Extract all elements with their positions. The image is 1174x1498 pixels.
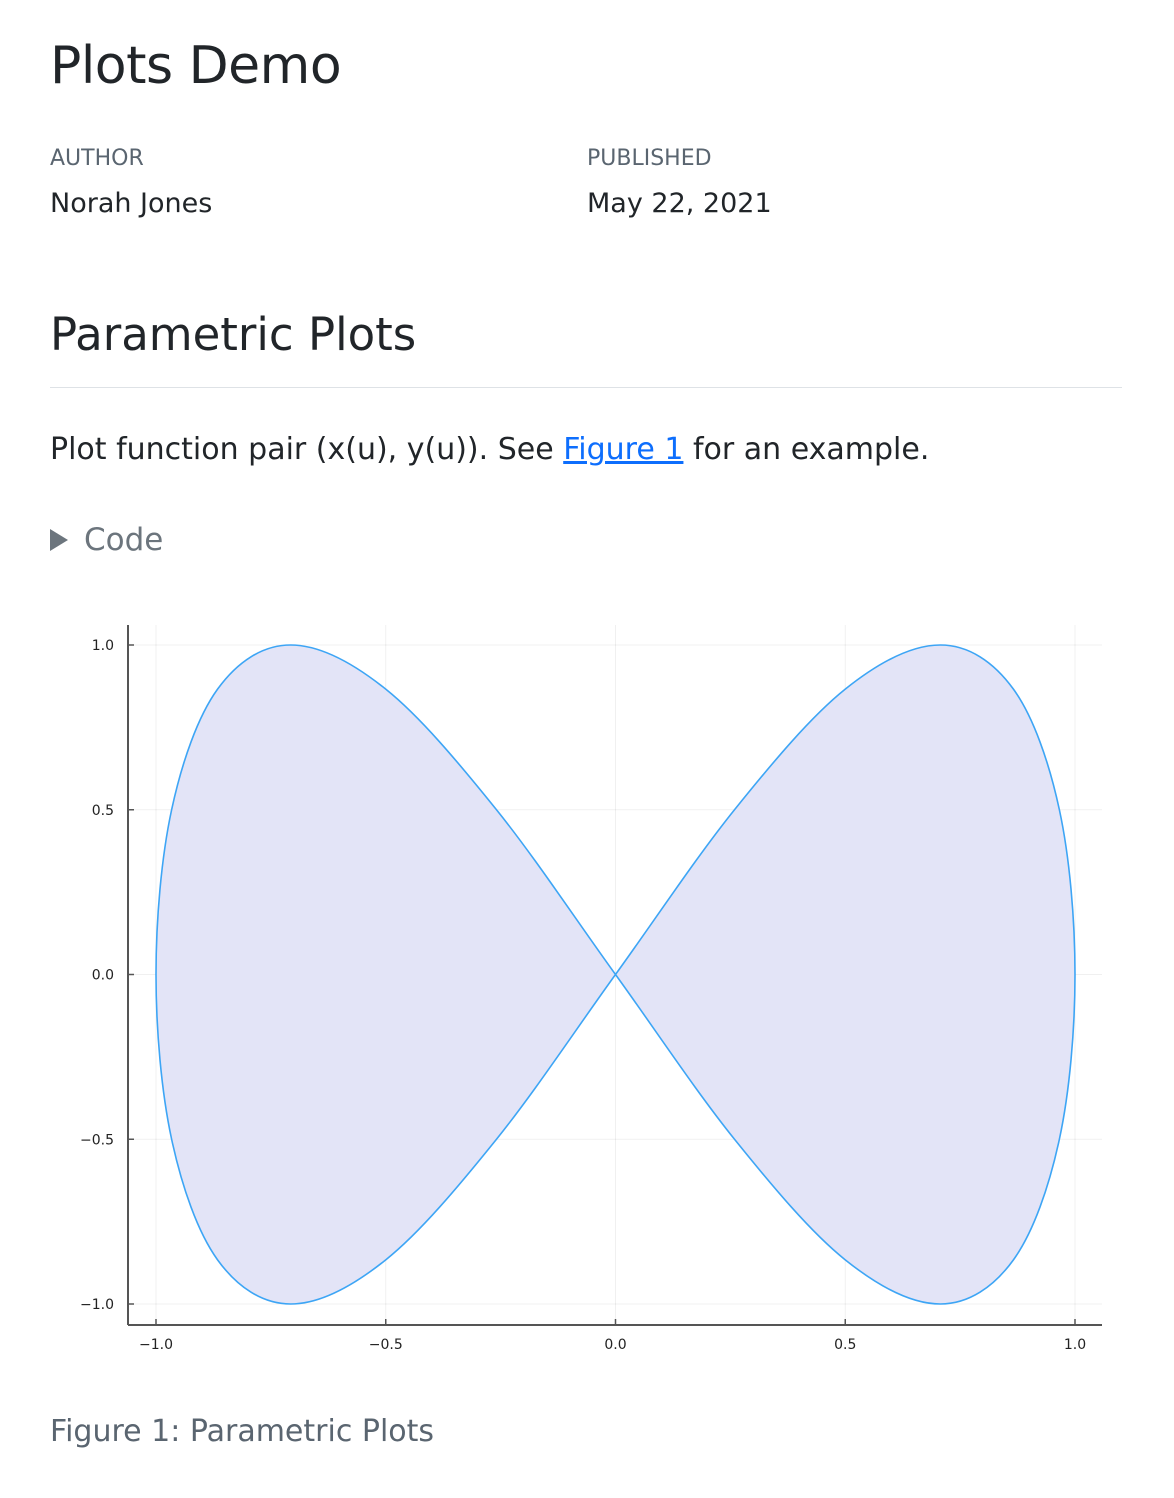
paragraph: Plot function pair (x(u), y(u)). See Fig…	[50, 432, 929, 467]
section-heading: Parametric Plots	[50, 308, 417, 361]
figure-link[interactable]: Figure 1	[563, 432, 684, 467]
y-tick-label: −0.5	[80, 1132, 114, 1148]
x-tick-label: 0.5	[834, 1337, 856, 1353]
x-tick-label: 1.0	[1064, 1337, 1086, 1353]
y-tick-label: 1.0	[92, 638, 114, 654]
y-tick-label: 0.5	[92, 803, 114, 819]
author-label: AUTHOR	[50, 146, 144, 171]
x-tick-label: −0.5	[369, 1337, 403, 1353]
x-tick-label: −1.0	[139, 1337, 173, 1353]
code-toggle-label: Code	[84, 522, 164, 558]
y-tick-label: −1.0	[80, 1297, 114, 1313]
paragraph-text-end: for an example.	[683, 432, 930, 467]
figure-caption: Figure 1: Parametric Plots	[50, 1414, 435, 1449]
page-title: Plots Demo	[50, 36, 342, 96]
disclosure-triangle-icon	[50, 529, 68, 551]
author-name: Norah Jones	[50, 188, 213, 219]
parametric-plot: −1.0 −0.5 0.0 0.5 1.0 −1.0 −0.5 0.0 0.5 1.0	[80, 625, 1102, 1353]
published-label: PUBLISHED	[587, 146, 712, 171]
heading-divider	[50, 387, 1122, 388]
y-tick-label: 0.0	[92, 968, 114, 984]
published-date: May 22, 2021	[587, 188, 772, 219]
paragraph-text: Plot function pair (x(u), y(u)). See	[50, 432, 564, 467]
series-line	[155, 644, 1076, 1305]
code-toggle[interactable]: Code	[50, 522, 163, 558]
x-tick-label: 0.0	[604, 1337, 626, 1353]
